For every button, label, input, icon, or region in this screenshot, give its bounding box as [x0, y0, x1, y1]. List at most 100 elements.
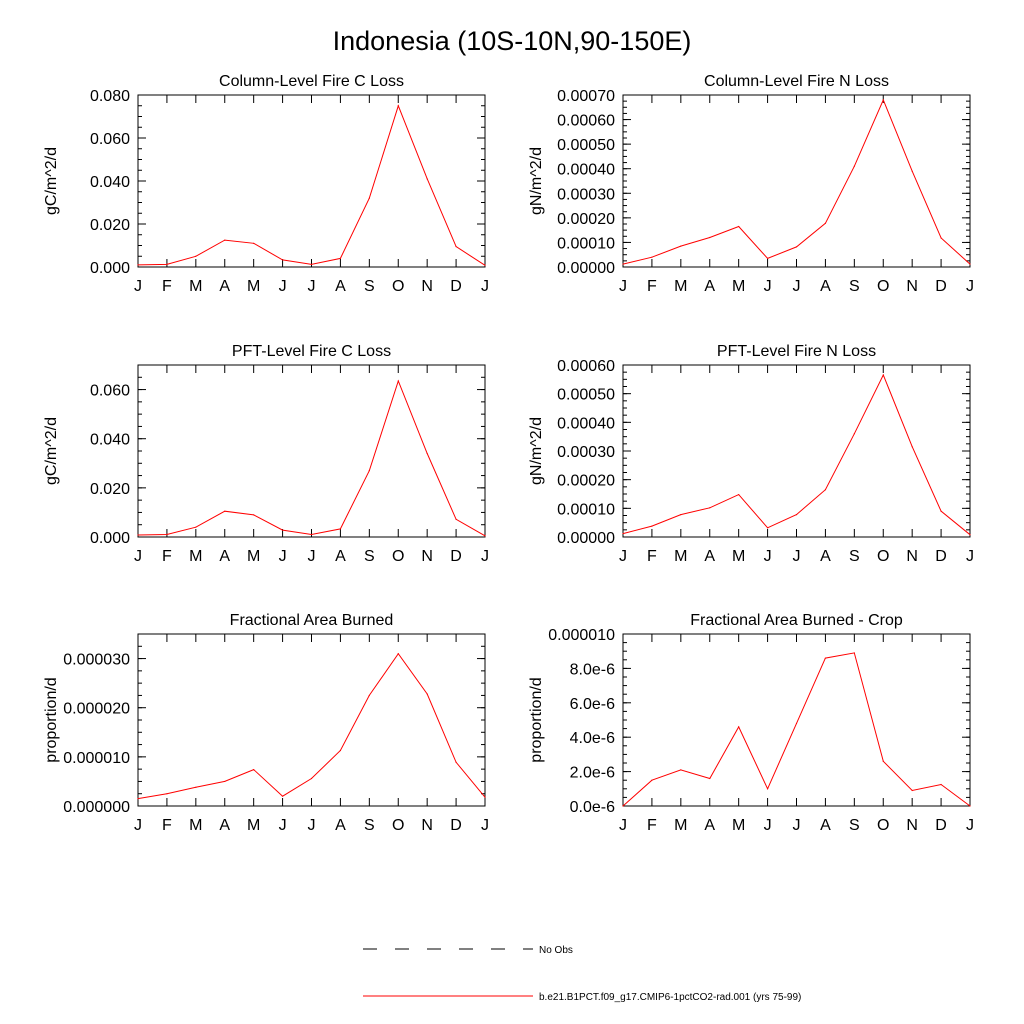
x-tick-label: A	[704, 548, 715, 565]
y-tick-label: 0.0e-6	[570, 799, 615, 816]
panel-title: Fractional Area Burned	[230, 612, 394, 629]
data-point	[795, 722, 798, 725]
y-tick-label: 8.0e-6	[570, 661, 615, 678]
plot-frame	[137, 633, 486, 807]
y-axis-label: proportion/d	[528, 677, 545, 762]
x-tick-label: J	[764, 278, 772, 295]
x-tick-label: A	[704, 817, 715, 834]
x-tick-label: A	[820, 278, 831, 295]
y-axis-label: gC/m^2/d	[43, 147, 60, 215]
data-point	[622, 805, 624, 807]
data-point	[738, 225, 740, 228]
x-tick-label: D	[935, 548, 947, 565]
y-tick-label: 0.000020	[63, 701, 130, 718]
x-tick-label: A	[335, 278, 346, 295]
x-tick-label: J	[619, 278, 627, 295]
series-line	[137, 379, 486, 537]
series-line	[622, 98, 971, 265]
x-tick-label: M	[247, 278, 260, 295]
data-point	[824, 489, 827, 491]
x-tick-label: S	[364, 278, 375, 295]
y-tick-label: 0.00060	[557, 113, 615, 130]
x-tick-label: J	[279, 817, 287, 834]
x-tick-label: S	[849, 278, 860, 295]
data-point	[484, 796, 486, 798]
x-tick-label: M	[189, 548, 202, 565]
x-tick-label: A	[704, 278, 715, 295]
data-point	[339, 749, 342, 752]
y-tick-label: 0.00010	[557, 501, 615, 518]
legend: No Obs b.e21.B1PCT.f09_g17.CMIP6-1pctCO2…	[363, 945, 801, 1003]
y-tick-label: 0.000010	[548, 627, 615, 644]
data-point	[253, 242, 255, 244]
data-point	[940, 783, 942, 786]
data-point	[680, 245, 682, 247]
y-tick-label: 0.00010	[557, 235, 615, 252]
x-tick-label: N	[421, 278, 433, 295]
x-tick-label: F	[162, 278, 172, 295]
data-point	[310, 533, 313, 536]
x-tick-label: O	[392, 278, 404, 295]
x-tick-label: J	[134, 278, 142, 295]
data-point	[310, 777, 313, 780]
x-tick-label: J	[764, 548, 772, 565]
data-point	[195, 255, 197, 257]
x-tick-label: F	[647, 278, 657, 295]
data-point	[426, 178, 428, 180]
x-tick-label: M	[674, 278, 687, 295]
data-point	[911, 446, 913, 448]
x-tick-label: J	[966, 817, 974, 834]
y-tick-label: 0.00040	[557, 415, 615, 432]
y-tick-label: 4.0e-6	[570, 730, 615, 747]
y-tick-label: 0.00040	[557, 162, 615, 179]
legend-label-model: b.e21.B1PCT.f09_g17.CMIP6-1pctCO2-rad.00…	[539, 992, 801, 1003]
x-tick-label: D	[935, 817, 947, 834]
x-tick-label: D	[450, 548, 462, 565]
data-point	[738, 493, 740, 496]
x-tick-label: M	[247, 817, 260, 834]
x-tick-label: N	[906, 817, 918, 834]
x-tick-label: M	[732, 548, 745, 565]
y-tick-label: 0.00020	[557, 211, 615, 228]
data-point	[455, 518, 457, 520]
x-tick-label: J	[308, 817, 316, 834]
y-tick-label: 0.00050	[557, 387, 615, 404]
data-point	[940, 237, 942, 239]
figure-title: Indonesia (10S-10N,90-150E)	[333, 26, 692, 56]
x-tick-label: D	[450, 278, 462, 295]
data-point	[622, 263, 624, 265]
data-point	[455, 245, 457, 248]
x-tick-label: J	[793, 548, 801, 565]
data-point	[281, 795, 284, 797]
x-tick-label: J	[279, 278, 287, 295]
series-line	[137, 652, 486, 800]
x-tick-label: A	[335, 817, 346, 834]
data-point	[853, 652, 855, 654]
x-tick-label: A	[219, 548, 230, 565]
data-point	[766, 257, 769, 259]
y-tick-label: 0.040	[90, 432, 130, 449]
data-point	[195, 786, 197, 788]
x-tick-label: M	[732, 278, 745, 295]
plot-frame	[622, 364, 971, 538]
x-tick-label: M	[189, 817, 202, 834]
y-tick-label: 0.060	[90, 131, 130, 148]
series-line	[137, 104, 486, 266]
x-tick-label: J	[793, 278, 801, 295]
data-point	[224, 510, 226, 512]
y-tick-label: 0.020	[90, 217, 130, 234]
x-tick-label: J	[308, 548, 316, 565]
x-tick-label: F	[162, 817, 172, 834]
x-tick-label: O	[877, 548, 889, 565]
data-point	[368, 197, 370, 199]
data-point	[709, 777, 711, 780]
data-point	[137, 264, 139, 266]
x-tick-label: M	[189, 278, 202, 295]
data-point	[766, 788, 769, 790]
legend-label-no-obs: No Obs	[539, 945, 573, 956]
data-point	[795, 246, 798, 248]
